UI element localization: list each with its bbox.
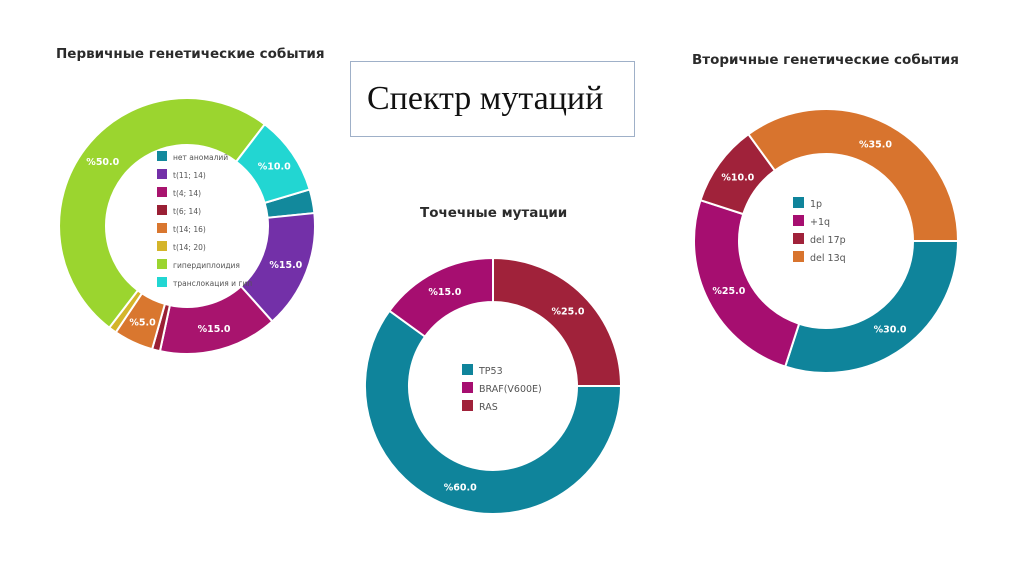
- slice-value-label: %25.0: [551, 307, 584, 318]
- legend-swatch: [462, 364, 473, 375]
- slice-value-label: %50.0: [86, 157, 119, 168]
- legend-label: гипердиплоидия: [173, 261, 240, 270]
- legend-label: BRAF(V600E): [479, 384, 542, 395]
- legend-swatch: [157, 223, 167, 233]
- slice-value-label: %60.0: [444, 482, 477, 493]
- legend-label: 1p: [810, 199, 822, 210]
- slice-value-label: %30.0: [874, 325, 907, 336]
- legend-label: транслокация и гип: [173, 279, 252, 288]
- legend-label: TP53: [478, 366, 503, 377]
- chart-title: Первичные генетические события: [56, 46, 325, 62]
- donut-slice: [58, 97, 267, 330]
- legend-label: t(14; 20): [173, 243, 206, 252]
- legend-swatch: [157, 169, 167, 179]
- slice-value-label: %25.0: [712, 286, 745, 297]
- legend-label: t(6; 14): [173, 207, 201, 216]
- chart-title: Точечные мутации: [420, 205, 567, 221]
- donut-slice: [364, 309, 623, 515]
- slice-value-label: %15.0: [269, 260, 302, 271]
- legend-label: нет аномалий: [173, 153, 228, 162]
- slice-value-label: %10.0: [258, 161, 291, 172]
- donut-slice: [693, 198, 801, 368]
- legend-label: RAS: [479, 402, 498, 413]
- donut-slice: [747, 108, 960, 242]
- slide-title: Спектр мутаций: [350, 61, 635, 137]
- donut-chart-1: Первичные генетические события %15.0 %15.0…: [56, 46, 325, 355]
- legend-label: del 17p: [810, 235, 846, 246]
- legend-swatch: [157, 187, 167, 197]
- legend-label: del 13q: [810, 253, 846, 264]
- legend-swatch: [462, 400, 473, 411]
- legend-label: t(11; 14): [173, 171, 206, 180]
- legend-swatch: [157, 151, 167, 161]
- donut-chart-2: Точечные мутации %60.0 %15.0 %25.0 TP53 BRAF(…: [364, 205, 623, 515]
- legend-swatch: [157, 277, 167, 287]
- slice-value-label: %15.0: [428, 287, 461, 298]
- legend-swatch: [157, 241, 167, 251]
- donut-chart-3: Вторичные генетические события %30.0 %25.0…: [692, 52, 960, 374]
- slice-value-label: %5.0: [129, 318, 156, 329]
- legend-swatch: [793, 197, 804, 208]
- legend-swatch: [793, 233, 804, 244]
- slice-value-label: %15.0: [198, 324, 231, 335]
- legend-swatch: [157, 205, 167, 215]
- slice-value-label: %35.0: [859, 139, 892, 150]
- legend-label: t(4; 14): [173, 189, 201, 198]
- slice-value-label: %10.0: [721, 172, 754, 183]
- donut-slice: [492, 256, 623, 387]
- donut-slice: [234, 122, 311, 205]
- legend-label: +1q: [810, 217, 830, 228]
- chart-title: Вторичные генетические события: [692, 52, 959, 68]
- legend-swatch: [157, 259, 167, 269]
- legend-swatch: [793, 215, 804, 226]
- legend-swatch: [793, 251, 804, 262]
- legend-label: t(14; 16): [173, 225, 206, 234]
- legend-swatch: [462, 382, 473, 393]
